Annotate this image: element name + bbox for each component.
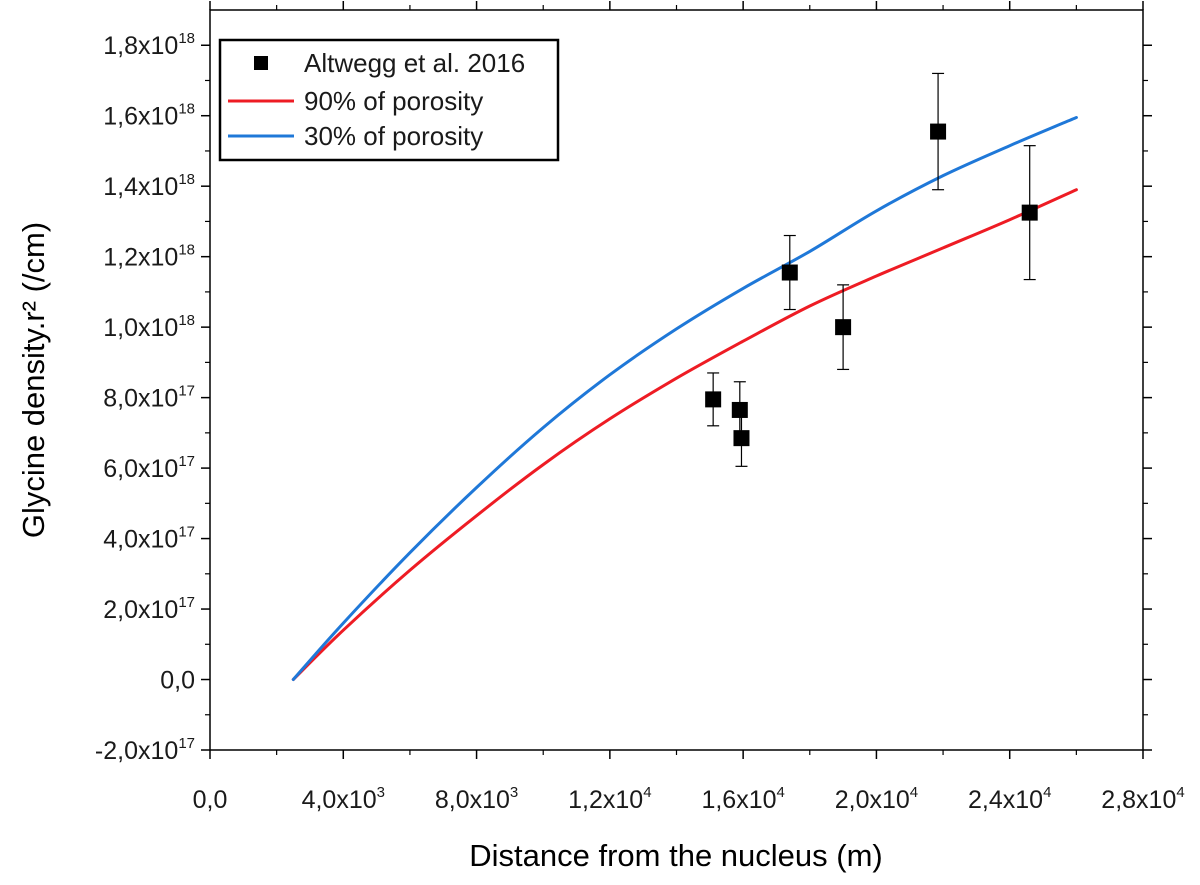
legend-label-30: 30% of porosity bbox=[304, 121, 483, 151]
y-tick-label: -2,0x1017 bbox=[95, 735, 195, 765]
y-tick-label: 2,0x1017 bbox=[103, 594, 195, 624]
y-tick-labels: -2,0x1017 0,0 2,0x1017 4,0x1017 6,0x1017 8,0x… bbox=[95, 30, 195, 765]
x-tick-label: 1,6x104 bbox=[701, 784, 784, 814]
series-lines bbox=[291, 116, 1078, 681]
legend-marker-altwegg bbox=[254, 56, 268, 70]
y-tick-label: 6,0x1017 bbox=[103, 453, 195, 483]
data-point-marker bbox=[930, 123, 947, 140]
x-tick-label: 2,8x104 bbox=[1101, 784, 1184, 814]
data-point-marker bbox=[781, 264, 798, 281]
data-point-marker bbox=[733, 430, 750, 447]
axis-ticks bbox=[201, 1, 1152, 759]
x-tick-label: 2,4x104 bbox=[968, 784, 1051, 814]
legend: Altwegg et al. 2016 90% of porosity 30% … bbox=[218, 38, 560, 162]
y-tick-label: 1,0x1018 bbox=[103, 312, 195, 342]
y-axis-title: Glycine density.r² (/cm) bbox=[16, 222, 51, 538]
series-line-90-of-porosity bbox=[291, 188, 1078, 681]
data-point-marker bbox=[1021, 204, 1038, 221]
y-tick-label: 4,0x1017 bbox=[103, 524, 195, 554]
x-axis-title: Distance from the nucleus (m) bbox=[469, 838, 882, 873]
y-tick-label: 1,2x1018 bbox=[103, 242, 195, 272]
x-tick-label: 1,2x104 bbox=[568, 784, 651, 814]
legend-label-90: 90% of porosity bbox=[304, 86, 483, 116]
x-tick-label: 8,0x103 bbox=[435, 784, 518, 814]
y-tick-label: 1,8x1018 bbox=[103, 30, 195, 60]
x-tick-labels: 0,0 4,0x103 8,0x103 1,2x104 1,6x104 2,0x104 2,… bbox=[193, 784, 1185, 814]
y-tick-label: 1,6x1018 bbox=[103, 101, 195, 131]
series-line-30-of-porosity bbox=[291, 116, 1078, 681]
data-point-marker bbox=[705, 391, 722, 408]
y-tick-label: 1,4x1018 bbox=[103, 171, 195, 201]
x-tick-label: 0,0 bbox=[193, 786, 228, 814]
legend-label-altwegg: Altwegg et al. 2016 bbox=[304, 48, 525, 78]
y-tick-label: 8,0x1017 bbox=[103, 383, 195, 413]
data-points bbox=[705, 72, 1038, 467]
x-tick-label: 2,0x104 bbox=[835, 784, 918, 814]
data-point-marker bbox=[835, 319, 852, 336]
x-tick-label: 4,0x103 bbox=[302, 784, 385, 814]
y-tick-label: 0,0 bbox=[160, 667, 195, 695]
